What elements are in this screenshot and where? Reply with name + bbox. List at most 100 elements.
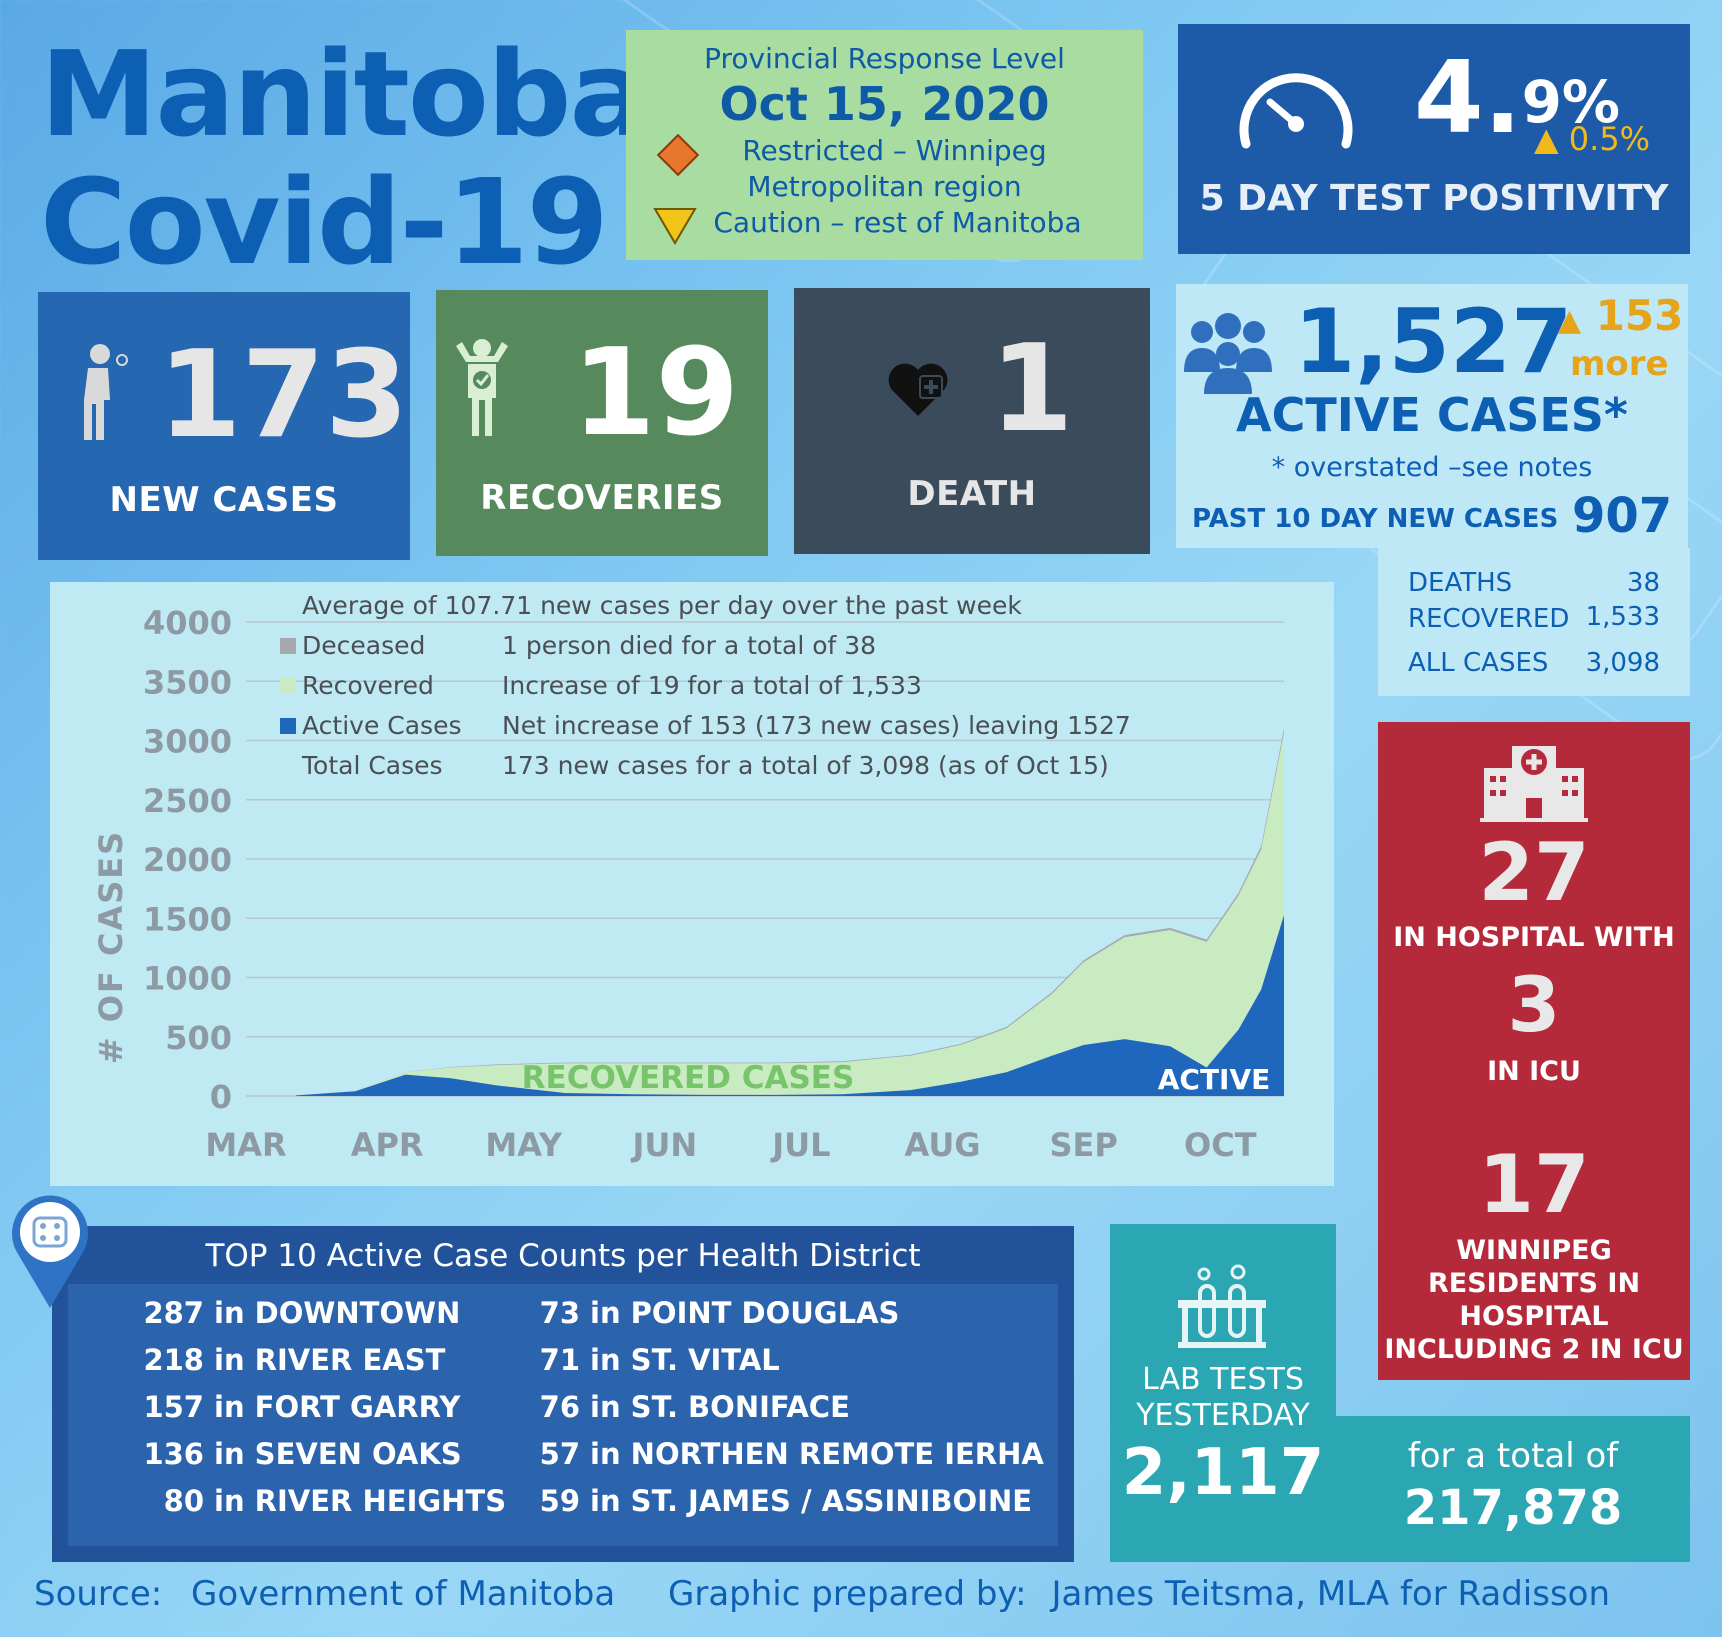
lab-tests-label-2: YESTERDAY xyxy=(1136,1398,1310,1433)
active-change-value: 153 xyxy=(1595,291,1684,340)
lab-tests-label-1: LAB TESTS xyxy=(1142,1362,1304,1397)
response-level-date: Oct 15, 2020 xyxy=(719,77,1050,131)
new-cases-value: 173 xyxy=(158,326,409,465)
districts-title: TOP 10 Active Case Counts per Health Dis… xyxy=(205,1238,921,1274)
x-tick-label: MAR xyxy=(205,1126,286,1164)
positivity-value-int: 4. xyxy=(1414,39,1522,156)
lab-tests-panel: LAB TESTS YESTERDAY 2,117 xyxy=(1110,1224,1336,1562)
district-name: in ST. JAMES / ASSINIBOINE xyxy=(590,1484,1033,1518)
active-change-word: more xyxy=(1570,344,1669,384)
deaths-total-value: 38 xyxy=(1626,568,1660,598)
in-hospital-value: 27 xyxy=(1478,826,1590,919)
district-count: 59 xyxy=(539,1484,580,1518)
lab-tests-value: 2,117 xyxy=(1121,1436,1325,1510)
cases-chart-panel: 0 500 1000 1500 2000 2500 3000 3500 4000 MAR APR M… xyxy=(50,582,1334,1186)
y-tick-label: 500 xyxy=(165,1019,232,1057)
district-name: in DOWNTOWN xyxy=(214,1296,461,1330)
test-positivity-panel: 4.9% ▲ 0.5% 5 DAY TEST POSITIVITY xyxy=(1178,24,1690,254)
district-row: 59 in ST. JAMES / ASSINIBOINE xyxy=(514,1484,1032,1518)
district-name: in NORTHEN REMOTE IERHA xyxy=(590,1437,1044,1471)
y-tick-label: 0 xyxy=(210,1078,232,1116)
health-districts-panel: TOP 10 Active Case Counts per Health Dis… xyxy=(52,1226,1074,1562)
speedometer-icon xyxy=(1239,73,1353,149)
district-row: 76 in ST. BONIFACE xyxy=(514,1390,850,1424)
district-count: 157 xyxy=(143,1390,204,1424)
prepared-value: James Teitsma, MLA for Radisson xyxy=(1051,1574,1611,1614)
y-tick-label: 3500 xyxy=(143,663,232,701)
legend-label: Active Cases xyxy=(302,711,462,740)
legend-note: Increase of 19 for a total of 1,533 xyxy=(502,671,922,700)
district-row: 218 in RIVER EAST xyxy=(138,1343,445,1377)
lab-total-value: 217,878 xyxy=(1403,1480,1623,1536)
icu-label: IN ICU xyxy=(1487,1056,1581,1087)
footer: Source: Government of Manitoba Graphic p… xyxy=(34,1574,1694,1614)
district-count: 136 xyxy=(143,1437,204,1471)
death-tile: 1 DEATH xyxy=(794,288,1150,554)
district-row: 57 in NORTHEN REMOTE IERHA xyxy=(514,1437,1044,1471)
active-cases-label: ACTIVE CASES* xyxy=(1236,388,1628,442)
y-tick-label: 1000 xyxy=(143,960,232,998)
district-name: in POINT DOUGLAS xyxy=(590,1296,900,1330)
recoveries-label: RECOVERIES xyxy=(480,478,724,518)
response-level-heading: Provincial Response Level xyxy=(704,42,1065,75)
districts-list: 287 in DOWNTOWN 218 in RIVER EAST 157 in FO… xyxy=(68,1284,1058,1546)
district-name: in RIVER HEIGHTS xyxy=(214,1484,507,1518)
caution-triangle-icon xyxy=(653,208,697,245)
winnipeg-label-line: WINNIPEG xyxy=(1456,1235,1612,1266)
map-pin-icon xyxy=(12,1195,89,1308)
positivity-value-dec: 9% xyxy=(1521,68,1621,136)
new-cases-label: NEW CASES xyxy=(109,480,339,520)
page-title: Manitoba Covid-19 xyxy=(40,30,649,291)
x-tick-label: JUN xyxy=(631,1126,698,1164)
district-count: 287 xyxy=(143,1296,204,1330)
source-value: Government of Manitoba xyxy=(191,1574,616,1614)
district-name: in FORT GARRY xyxy=(214,1390,461,1424)
all-cases-label: ALL CASES xyxy=(1408,648,1549,678)
x-tick-label: SEP xyxy=(1050,1126,1118,1164)
deaths-total-label: DEATHS xyxy=(1408,568,1513,598)
active-cases-value: 1,527 xyxy=(1294,290,1573,393)
icu-value: 3 xyxy=(1507,960,1561,1049)
past-10-day-value: 907 xyxy=(1572,488,1673,544)
recovered-total-label: RECOVERED xyxy=(1408,604,1570,634)
cases-area-chart: 0 500 1000 1500 2000 2500 3000 3500 4000 MAR APR M… xyxy=(92,591,1284,1164)
district-name: in ST. BONIFACE xyxy=(590,1390,850,1424)
title-line-2: Covid-19 xyxy=(40,153,609,291)
caution-line: Caution – rest of Manitoba xyxy=(713,206,1082,239)
y-tick-label: 1500 xyxy=(143,900,232,938)
district-count: 73 xyxy=(539,1296,580,1330)
restricted-line-1: Restricted – Winnipeg xyxy=(742,134,1047,167)
district-row: 80 in RIVER HEIGHTS xyxy=(138,1484,506,1518)
restricted-line-2: Metropolitan region xyxy=(747,170,1022,203)
legend-header: Average of 107.71 new cases per day over… xyxy=(302,591,1022,620)
recovered-total-value: 1,533 xyxy=(1585,602,1660,632)
district-row: 136 in SEVEN OAKS xyxy=(138,1437,461,1471)
x-tick-label: APR xyxy=(351,1126,424,1164)
positivity-change: ▲ 0.5% xyxy=(1534,120,1650,158)
up-triangle-icon: ▲ xyxy=(1558,303,1582,338)
winnipeg-hospital-value: 17 xyxy=(1478,1138,1590,1231)
legend-label: Recovered xyxy=(302,671,434,700)
y-axis-label: # OF CASES xyxy=(92,830,130,1064)
lab-total-label: for a total of xyxy=(1407,1436,1619,1476)
winnipeg-hospital-label: WINNIPEG RESIDENTS IN HOSPITAL INCLUDING… xyxy=(1378,1234,1690,1366)
source-label: Source: xyxy=(34,1574,163,1614)
positivity-label: 5 DAY TEST POSITIVITY xyxy=(1199,178,1669,219)
people-group-icon xyxy=(1184,313,1272,394)
active-annotation: ACTIVE xyxy=(1158,1063,1271,1096)
active-cases-note: * overstated –see notes xyxy=(1271,452,1593,483)
lab-total-panel: for a total of 217,878 xyxy=(1336,1416,1690,1562)
active-change: ▲ 153 xyxy=(1558,294,1683,343)
district-count: 80 xyxy=(163,1484,204,1518)
recoveries-tile: 19 RECOVERIES xyxy=(436,290,768,556)
x-tick-label: OCT xyxy=(1184,1126,1257,1164)
in-hospital-label: IN HOSPITAL WITH xyxy=(1393,922,1675,953)
hospital-panel: 27 IN HOSPITAL WITH 3 IN ICU 17 WINNIPEG… xyxy=(1378,722,1690,1380)
legend-note: 1 person died for a total of 38 xyxy=(502,631,876,660)
x-tick-label: MAY xyxy=(485,1126,563,1164)
x-tick-label: AUG xyxy=(905,1126,981,1164)
district-row: 157 in FORT GARRY xyxy=(138,1390,460,1424)
positivity-value: 4.9% xyxy=(1414,48,1620,148)
winnipeg-label-line: HOSPITAL xyxy=(1459,1301,1609,1332)
district-count: 218 xyxy=(143,1343,204,1377)
